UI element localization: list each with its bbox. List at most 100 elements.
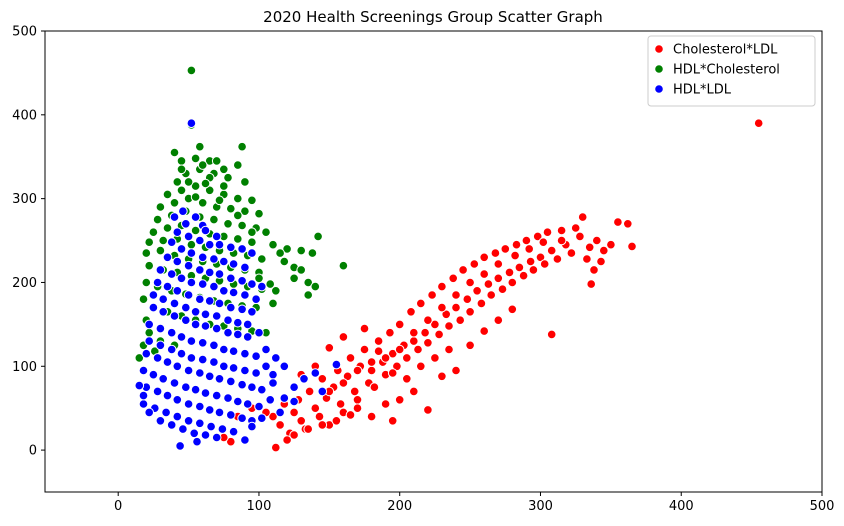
- point-2-127: [183, 399, 194, 409]
- point-2-89: [209, 357, 219, 367]
- point-2-104: [226, 376, 236, 387]
- point-2-108: [268, 369, 278, 380]
- point-2-5: [183, 231, 194, 242]
- point-2-147: [200, 430, 211, 440]
- point-0-115: [366, 411, 377, 422]
- point-2-18: [228, 259, 239, 269]
- point-2-79: [228, 346, 239, 357]
- point-2-30: [155, 265, 166, 275]
- point-0-133: [409, 327, 419, 338]
- point-2-152: [247, 421, 257, 432]
- point-2-8: [214, 239, 225, 250]
- point-0-101: [331, 416, 342, 426]
- point-1-116: [254, 273, 264, 284]
- point-1-119: [247, 227, 257, 237]
- point-2-161: [279, 393, 290, 403]
- point-2-148: [211, 432, 222, 443]
- point-0-40: [420, 327, 430, 338]
- point-2-19: [240, 262, 250, 273]
- point-0-36: [406, 307, 416, 317]
- point-0-113: [394, 395, 405, 405]
- point-1-80: [141, 277, 152, 288]
- point-0-30: [385, 327, 395, 338]
- point-2-94: [261, 361, 271, 372]
- point-0-67: [514, 262, 525, 273]
- point-1-5: [176, 156, 187, 166]
- y-tick-label-5: 500: [12, 25, 37, 40]
- point-2-13: [176, 244, 187, 254]
- point-0-117: [437, 371, 447, 382]
- point-2-81: [251, 351, 261, 362]
- point-2-167: [134, 380, 145, 391]
- point-1-22: [247, 195, 257, 206]
- point-2-53: [181, 302, 191, 313]
- legend-label-2: HDL*LDL: [673, 83, 732, 98]
- legend-marker-1: [654, 64, 664, 74]
- point-0-63: [500, 244, 511, 254]
- point-2-153: [257, 413, 267, 424]
- point-1-40: [148, 227, 159, 237]
- point-2-107: [257, 384, 267, 395]
- point-0-136: [451, 290, 461, 300]
- point-2-142: [228, 426, 239, 437]
- point-0-102: [317, 420, 328, 430]
- point-1-107: [296, 245, 307, 256]
- point-1-6: [190, 153, 201, 164]
- point-1-118: [271, 286, 281, 296]
- point-2-33: [186, 277, 197, 288]
- point-2-129: [204, 405, 215, 415]
- point-1-17: [176, 185, 187, 196]
- point-0-69: [521, 235, 532, 246]
- point-0-92: [359, 323, 370, 334]
- point-0-134: [423, 315, 433, 326]
- point-1-0: [186, 65, 197, 76]
- point-1-105: [134, 353, 145, 363]
- point-1-121: [219, 181, 229, 191]
- point-2-36: [219, 286, 229, 296]
- point-2-84: [155, 340, 166, 351]
- point-1-129: [214, 195, 225, 206]
- point-2-157: [310, 368, 321, 378]
- point-2-169: [144, 407, 154, 418]
- point-2-74: [176, 332, 187, 342]
- point-1-110: [313, 231, 323, 242]
- point-2-75: [186, 336, 197, 346]
- point-2-46: [214, 298, 225, 309]
- point-2-43: [183, 290, 194, 300]
- point-2-139: [195, 418, 205, 429]
- point-2-136: [161, 407, 171, 418]
- point-2-101: [195, 368, 205, 378]
- point-2-149: [175, 441, 185, 451]
- point-2-137: [172, 411, 183, 422]
- point-0-4: [289, 407, 299, 418]
- point-0-45: [437, 281, 447, 292]
- point-0-89: [546, 329, 557, 340]
- point-0-130: [366, 357, 377, 367]
- point-2-134: [138, 399, 149, 409]
- point-1-124: [197, 160, 208, 170]
- point-1-43: [190, 225, 201, 236]
- point-1-53: [186, 239, 197, 250]
- plot-frame: [44, 30, 823, 493]
- point-0-74: [539, 259, 550, 269]
- point-0-55: [472, 286, 482, 296]
- point-0-143: [556, 235, 567, 246]
- point-0-96: [416, 361, 426, 372]
- point-2-59: [242, 319, 253, 330]
- point-2-15: [197, 252, 208, 263]
- point-0-118: [465, 340, 475, 351]
- point-2-78: [219, 344, 229, 355]
- point-1-4: [169, 147, 180, 158]
- point-0-98: [444, 344, 454, 355]
- point-0-48: [448, 273, 459, 284]
- point-2-28: [247, 279, 257, 289]
- point-0-97: [430, 353, 440, 363]
- point-2-49: [247, 307, 257, 317]
- point-0-54: [469, 259, 480, 269]
- point-2-88: [197, 354, 208, 365]
- point-2-99: [172, 361, 183, 372]
- point-2-118: [223, 393, 233, 403]
- point-2-61: [158, 307, 168, 317]
- point-2-146: [189, 428, 199, 439]
